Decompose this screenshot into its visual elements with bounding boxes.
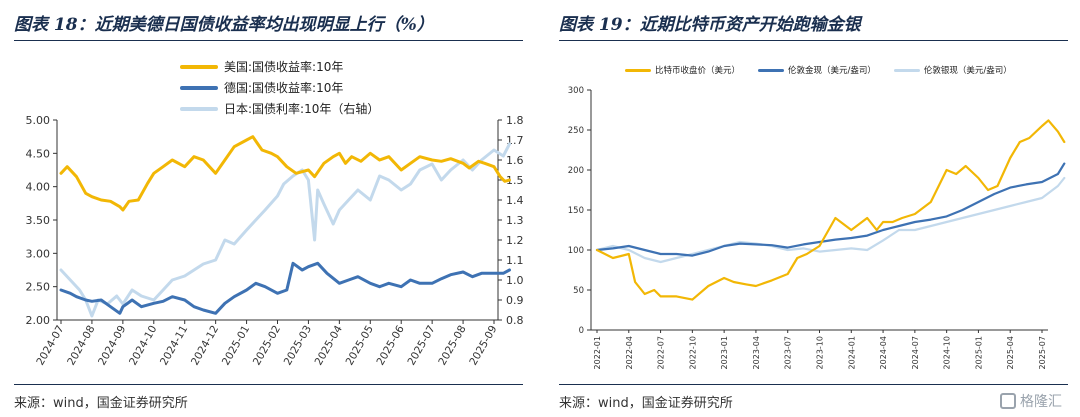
x-tick-label: 2025-01 <box>974 336 983 369</box>
source-note: 来源：wind，国金证券研究所 <box>559 396 733 411</box>
series-line-jp <box>59 142 511 318</box>
watermark-logo-icon <box>1000 393 1016 409</box>
source-note: 来源：wind，国金证券研究所 <box>14 396 188 411</box>
x-tick-label: 2025-07 <box>405 324 437 368</box>
y-tick-label: 150 <box>568 206 584 216</box>
x-tick-label: 2022-01 <box>593 336 602 369</box>
y-tick-label: 300 <box>568 86 584 96</box>
y-tick-label: 200 <box>568 166 584 176</box>
legend-label-us: 美国:国债收益率:10年 <box>224 60 344 74</box>
chart-panel-bitcoin-gold-silver: 图表 19：近期比特币资产开始跑输金银 300 250 200 150 100 50 0 20… <box>545 0 1080 417</box>
legend-swatch-jp <box>180 106 218 111</box>
y-tick-label-right: 1.4 <box>506 194 524 207</box>
legend-label-gold: 伦敦金现（美元/盎司） <box>788 66 876 76</box>
x-tick-label: 2024-08 <box>65 324 97 368</box>
title-rule <box>559 40 1068 41</box>
y-tick-label-left: 5.00 <box>26 114 51 127</box>
x-tick-label: 2025-05 <box>344 324 376 368</box>
series-line-silver <box>595 176 1066 264</box>
series-line-btc <box>595 119 1066 301</box>
chart-panel-bond-yields: 图表 18：近期美德日国债收益率均出现明显上行（%） 5.00 4.50 4.00 3… <box>0 0 535 417</box>
x-tick-label: 2025-08 <box>436 324 468 368</box>
x-tick-label: 2025-04 <box>1006 336 1015 369</box>
legend-label-jp: 日本:国债利率:10年（右轴） <box>224 102 380 116</box>
y-tick-label-right: 1.5 <box>506 174 524 187</box>
x-tick-label: 2023-01 <box>720 336 729 369</box>
y-tick-label-right: 1.8 <box>506 114 524 127</box>
x-tick-label: 2024-07 <box>911 336 920 369</box>
legend-label-btc: 比特币收盘价（美元） <box>655 66 741 76</box>
y-tick-label-right: 0.8 <box>506 314 524 327</box>
y-tick-label-right: 1.2 <box>506 234 524 247</box>
legend-label-silver: 伦敦银现（美元/盎司） <box>923 66 1012 76</box>
series-line-gold <box>595 162 1066 257</box>
legend-item-us: 美国:国债收益率:10年 <box>180 56 379 77</box>
x-tick-label: 2022-07 <box>657 336 666 369</box>
y-tick-label-right: 0.9 <box>506 294 524 307</box>
legend-swatch-silver <box>893 68 920 72</box>
legend: 比特币收盘价（美元） 伦敦金现（美元/盎司） 伦敦银现（美元/盎司） <box>625 64 1030 76</box>
source-rule <box>559 384 1068 385</box>
y-tick-label: 0 <box>579 326 584 336</box>
y-tick-label-right: 1.6 <box>506 154 524 167</box>
x-tick-label: 2022-10 <box>688 336 697 369</box>
x-tick-label: 2024-10 <box>943 336 952 369</box>
watermark-text: 格隆汇 <box>1020 394 1062 410</box>
y-tick-label-left: 2.50 <box>26 281 51 294</box>
x-tick-label: 2024-11 <box>158 324 190 368</box>
y-tick-label-left: 4.50 <box>26 147 51 160</box>
legend-label-de: 德国:国债收益率:10年 <box>224 81 344 95</box>
y-tick-label-right: 1.0 <box>506 274 524 287</box>
figure-title: 图表 19：近期比特币资产开始跑输金银 <box>559 15 861 35</box>
x-tick-label: 2024-12 <box>189 324 221 368</box>
x-tick-label: 2023-04 <box>752 336 761 369</box>
legend-swatch-btc <box>625 68 651 72</box>
watermark: 格隆汇 <box>1000 391 1062 411</box>
x-tick-label: 2025-09 <box>467 324 499 368</box>
x-tick-label: 2024-10 <box>127 324 159 368</box>
x-tick-label: 2025-02 <box>251 324 283 368</box>
bond-yield-chart: 5.004.504.003.503.002.502.001.81.71.61.5… <box>26 114 524 368</box>
legend-swatch-gold <box>758 68 785 72</box>
x-tick-label: 2023-10 <box>816 336 825 369</box>
legend-swatch-us <box>180 64 218 69</box>
legend-item-jp: 日本:国债利率:10年（右轴） <box>180 98 379 119</box>
y-tick-label-right: 1.1 <box>506 254 524 267</box>
x-tick-label: 2024-07 <box>34 324 66 368</box>
x-tick-label: 2024-09 <box>96 324 128 368</box>
y-tick-label: 100 <box>568 246 584 256</box>
y-tick-label-left: 2.00 <box>26 314 51 327</box>
legend-item-silver: 伦敦银现（美元/盎司） <box>893 64 1012 76</box>
legend: 美国:国债收益率:10年 德国:国债收益率:10年 日本:国债利率:10年（右轴… <box>180 56 379 119</box>
x-tick-label: 2024-01 <box>847 336 856 369</box>
x-tick-label: 2025-07 <box>1038 336 1047 369</box>
x-tick-label: 2025-01 <box>220 324 252 368</box>
legend-swatch-de <box>180 85 218 90</box>
y-tick-label-right: 1.3 <box>506 214 524 227</box>
y-tick-label: 50 <box>573 286 584 296</box>
series-line-us <box>59 135 511 212</box>
x-tick-label: 2022-04 <box>625 336 634 369</box>
source-rule <box>14 384 523 385</box>
y-tick-label: 250 <box>568 126 584 136</box>
x-tick-label: 2023-07 <box>784 336 793 369</box>
legend-item-de: 德国:国债收益率:10年 <box>180 77 379 98</box>
x-tick-label: 2025-03 <box>282 324 314 368</box>
x-tick-label: 2025-04 <box>313 323 345 367</box>
figure-title: 图表 18：近期美德日国债收益率均出现明显上行（%） <box>14 15 434 35</box>
asset-index-chart: 300 250 200 150 100 50 0 2022-01 2022-04 2022-07 2… <box>568 86 1066 369</box>
y-tick-label-left: 4.00 <box>26 181 51 194</box>
y-tick-label-left: 3.00 <box>26 247 51 260</box>
x-tick-label: 2025-06 <box>374 323 406 367</box>
y-tick-label-left: 3.50 <box>26 214 51 227</box>
x-tick-label: 2024-04 <box>879 336 888 369</box>
legend-item-btc: 比特币收盘价（美元） <box>625 64 740 76</box>
legend-item-gold: 伦敦金现（美元/盎司） <box>758 64 876 76</box>
title-rule <box>14 40 523 41</box>
series-line-de <box>59 261 511 315</box>
